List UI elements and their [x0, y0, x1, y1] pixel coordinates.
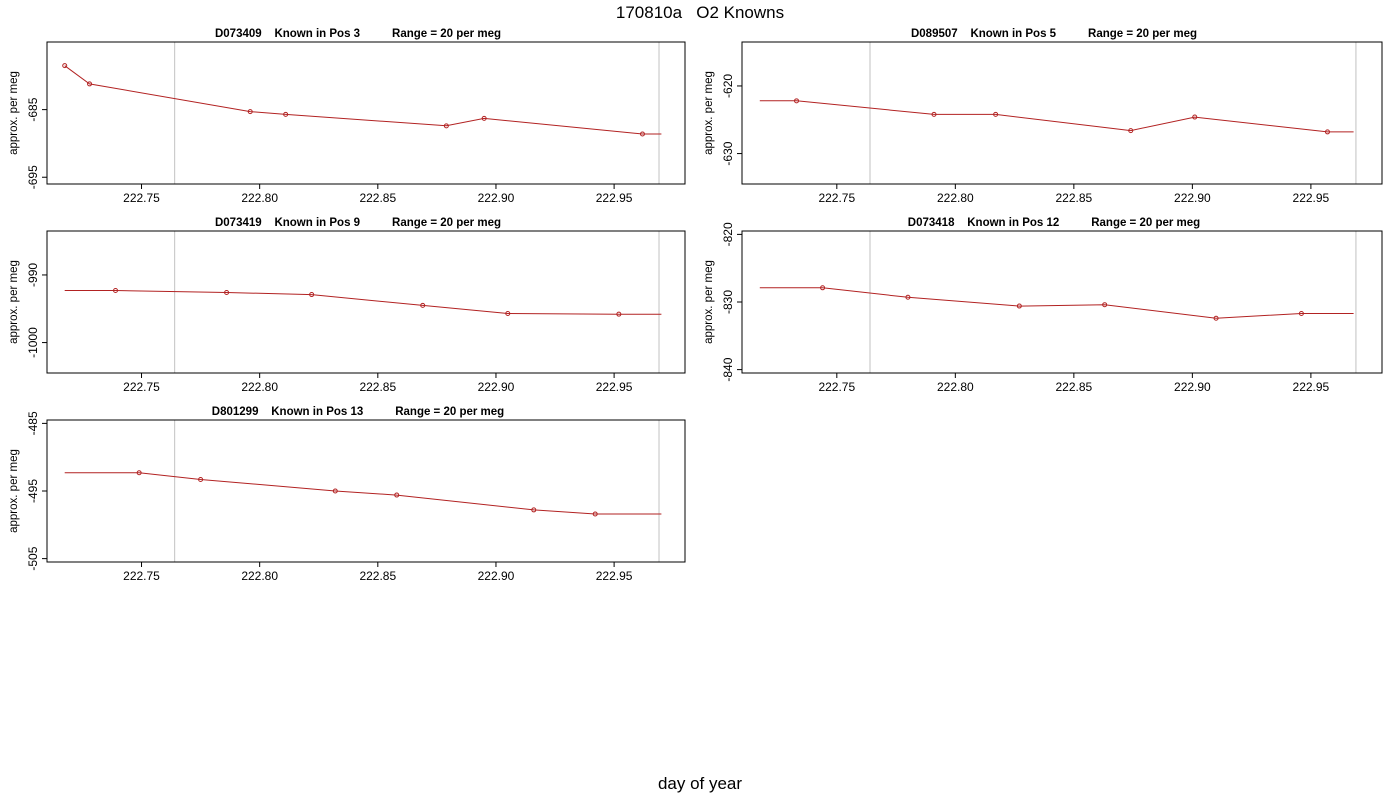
- x-tick-label: 222.90: [478, 569, 515, 583]
- data-point: [531, 507, 537, 513]
- y-tick-label: -1000: [26, 327, 40, 358]
- y-axis-label: approx. per meg: [703, 71, 715, 155]
- y-tick-label: -620: [721, 74, 735, 98]
- panel-title: D073418 Known in Pos 12 Range = 20 per m…: [908, 217, 1200, 229]
- data-point: [247, 109, 253, 115]
- x-tick-label: 222.90: [1174, 380, 1211, 394]
- x-tick-label: 222.90: [478, 191, 515, 205]
- x-tick-label: 222.80: [937, 191, 974, 205]
- chart-panel-2: D089507 Known in Pos 5 Range = 20 per me…: [703, 28, 1383, 205]
- panel-frame: [46, 419, 686, 563]
- y-axis-label: approx. per meg: [8, 449, 20, 533]
- data-point: [443, 123, 449, 129]
- x-tick-label: 222.90: [1174, 191, 1211, 205]
- page-title: 170810a O2 Knowns: [615, 3, 785, 22]
- data-point: [794, 98, 800, 104]
- y-tick-label: -495: [26, 479, 40, 503]
- data-point: [505, 310, 511, 316]
- data-point: [1324, 129, 1330, 135]
- x-tick-label: 222.95: [1293, 191, 1330, 205]
- data-point: [113, 288, 119, 294]
- x-tick-label: 222.85: [1056, 380, 1093, 394]
- y-tick-label: -830: [721, 290, 735, 314]
- x-tick-label: 222.85: [359, 380, 396, 394]
- data-point: [136, 470, 142, 476]
- series-line: [64, 290, 662, 315]
- data-point: [332, 488, 338, 494]
- y-tick-label: -820: [721, 222, 735, 246]
- x-tick-label: 222.85: [359, 191, 396, 205]
- data-point: [1213, 315, 1219, 321]
- data-point: [1192, 114, 1198, 120]
- x-tick-label: 222.85: [1056, 191, 1093, 205]
- data-point: [931, 111, 937, 117]
- panel-title: D801299 Known in Pos 13 Range = 20 per m…: [212, 406, 504, 418]
- y-tick-label: -505: [26, 546, 40, 570]
- data-point: [616, 311, 622, 317]
- y-tick-label: -485: [26, 411, 40, 435]
- x-tick-label: 222.80: [241, 380, 278, 394]
- data-point: [1102, 302, 1108, 308]
- y-tick-label: -990: [26, 263, 40, 287]
- data-point: [592, 511, 598, 517]
- x-tick-label: 222.95: [596, 380, 633, 394]
- y-tick-label: -685: [26, 97, 40, 121]
- y-tick-label: -630: [721, 141, 735, 165]
- y-axis-label: approx. per meg: [8, 260, 20, 344]
- data-point: [420, 302, 426, 308]
- panel-frame: [46, 230, 686, 374]
- data-point: [309, 292, 315, 298]
- x-tick-label: 222.85: [359, 569, 396, 583]
- data-point: [481, 115, 487, 121]
- data-point: [1128, 128, 1134, 134]
- x-tick-label: 222.75: [818, 191, 855, 205]
- series-line: [64, 65, 662, 135]
- series-line: [759, 100, 1354, 133]
- x-tick-label: 222.75: [123, 191, 160, 205]
- x-tick-label: 222.75: [123, 380, 160, 394]
- x-tick-label: 222.75: [818, 380, 855, 394]
- data-point: [62, 63, 68, 69]
- panel-title: D073419 Known in Pos 9 Range = 20 per me…: [215, 217, 501, 229]
- x-tick-label: 222.80: [937, 380, 974, 394]
- data-point: [394, 492, 400, 498]
- chart-panel-5: D801299 Known in Pos 13 Range = 20 per m…: [8, 406, 686, 583]
- data-point: [639, 131, 645, 137]
- data-point: [1298, 310, 1304, 316]
- y-tick-label: -840: [721, 357, 735, 381]
- chart-panel-4: D073418 Known in Pos 12 Range = 20 per m…: [703, 217, 1383, 394]
- data-point: [993, 111, 999, 117]
- data-point: [87, 81, 93, 87]
- y-axis-label: approx. per meg: [8, 71, 20, 155]
- series-line: [64, 472, 662, 515]
- y-axis-label: approx. per meg: [703, 260, 715, 344]
- chart-panel-3: D073419 Known in Pos 9 Range = 20 per me…: [8, 217, 686, 394]
- panel-frame: [741, 41, 1383, 185]
- y-tick-label: -695: [26, 165, 40, 189]
- data-point: [283, 111, 289, 117]
- data-point: [905, 294, 911, 300]
- panel-frame: [46, 41, 686, 185]
- data-point: [820, 285, 826, 291]
- panel-frame: [741, 230, 1383, 374]
- x-tick-label: 222.75: [123, 569, 160, 583]
- x-tick-label: 222.95: [1293, 380, 1330, 394]
- data-point: [224, 290, 230, 296]
- series-line: [759, 287, 1354, 319]
- x-tick-label: 222.90: [478, 380, 515, 394]
- x-tick-label: 222.95: [596, 191, 633, 205]
- x-tick-label: 222.80: [241, 569, 278, 583]
- x-tick-label: 222.95: [596, 569, 633, 583]
- data-point: [1016, 303, 1022, 309]
- x-tick-label: 222.80: [241, 191, 278, 205]
- chart-panel-1: D073409 Known in Pos 3 Range = 20 per me…: [8, 28, 686, 205]
- x-axis-label: day of year: [657, 774, 743, 793]
- data-point: [198, 477, 204, 483]
- panel-title: D073409 Known in Pos 3 Range = 20 per me…: [215, 28, 501, 40]
- panel-title: D089507 Known in Pos 5 Range = 20 per me…: [911, 28, 1197, 40]
